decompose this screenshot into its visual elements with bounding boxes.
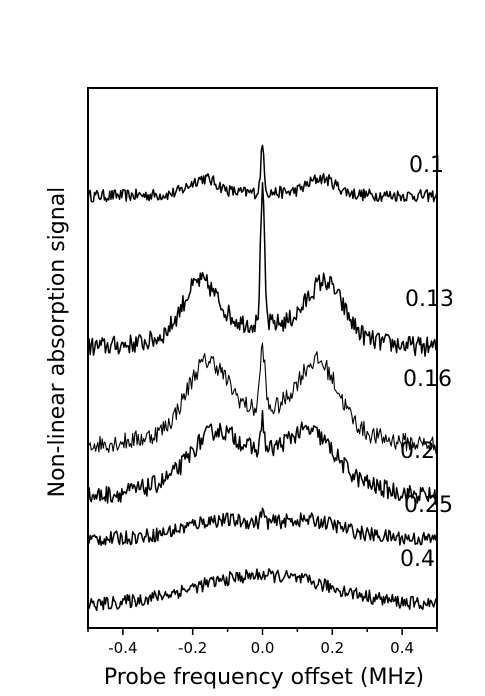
series-line-0.2	[87, 409, 438, 506]
series-line-0.25	[87, 507, 438, 546]
series-label-0.13: 0.13	[405, 287, 454, 312]
x-tick-label: 0.2	[320, 639, 344, 657]
x-tick-label: 0.0	[251, 639, 275, 657]
series-line-0.4	[87, 568, 438, 612]
series-traces	[87, 144, 438, 612]
plot-area	[87, 87, 438, 629]
x-tick-label: -0.4	[108, 639, 137, 657]
series-label-0.4: 0.4	[400, 547, 435, 572]
x-tick-label: -0.2	[178, 639, 207, 657]
plot-frame	[87, 87, 438, 629]
series-label-0.16: 0.16	[403, 367, 452, 392]
series-labels: 0.1 0.13 0.16 0.2 0.25 0.4	[400, 153, 454, 572]
x-axis: -0.4 -0.2 0.0 0.2 0.4	[87, 628, 438, 657]
series-label-0.2: 0.2	[400, 439, 435, 464]
series-label-0.25: 0.25	[404, 493, 453, 518]
x-tick-label: 0.4	[390, 639, 414, 657]
series-line-0.16	[87, 342, 438, 454]
y-axis-label: Non-linear absorption signal	[45, 187, 70, 498]
x-axis-label: Probe frequency offset (MHz)	[104, 665, 424, 690]
series-label-0.1: 0.1	[409, 153, 444, 178]
series-line-0.13	[87, 182, 438, 357]
series-line-0.1	[87, 144, 438, 203]
